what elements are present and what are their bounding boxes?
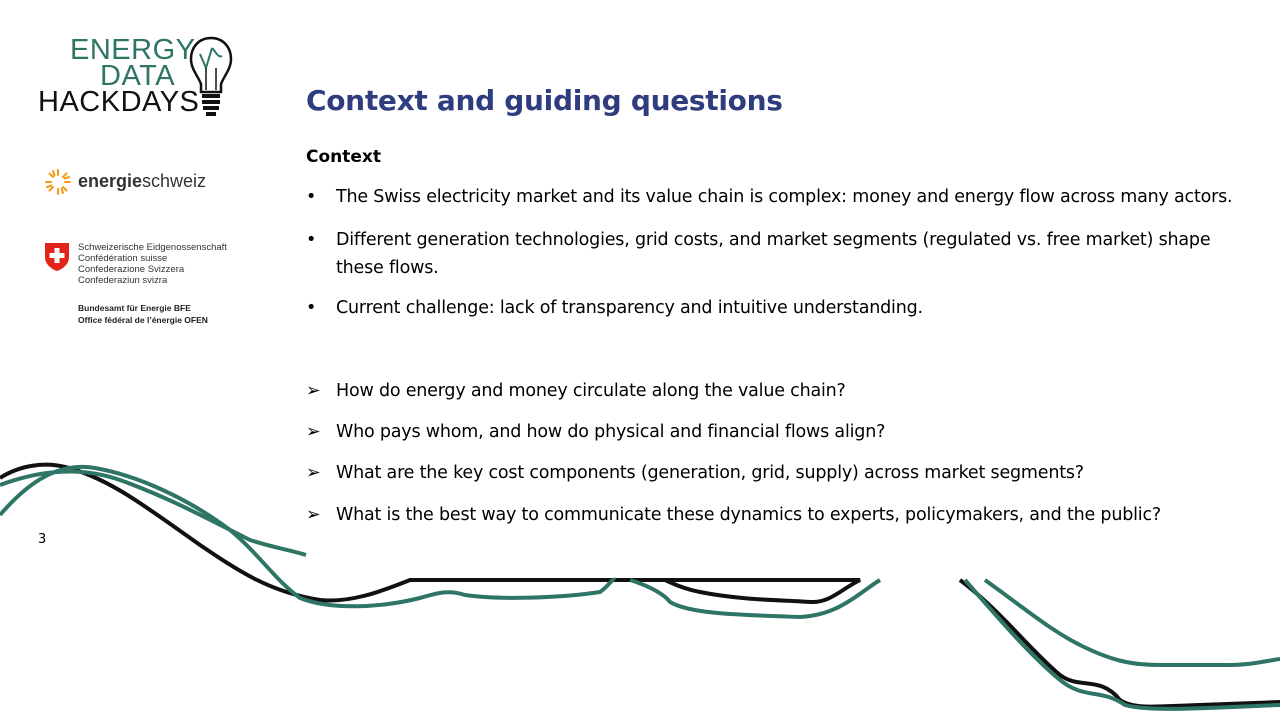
logo-line-data: DATA (100, 60, 176, 92)
bullet-mark: • (306, 298, 317, 318)
swiss-federal-logo: Schweizerische Eidgenossenschaft Confédé… (44, 242, 244, 332)
federal-office-names: Bundesamt für Energie BFE Office fédéral… (78, 302, 208, 326)
energieschweiz-wordmark: energieschweiz (78, 171, 206, 192)
logo-line-energy: ENERGY (70, 34, 196, 66)
wordmark-schweiz: schweiz (142, 171, 207, 191)
context-bullet: • The Swiss electricity market and its v… (306, 183, 1246, 211)
bullet-text: Current challenge: lack of transparency … (336, 298, 923, 318)
question-item: ➢ How do energy and money circulate alon… (306, 377, 1246, 405)
question-text: How do energy and money circulate along … (336, 381, 846, 401)
confederation-fr: Confédération suisse (78, 253, 168, 264)
confederation-rm: Confederaziun svizra (78, 275, 168, 286)
logo-line-hackdays: HACKDAYS (38, 86, 200, 118)
question-text: Who pays whom, and how do physical and f… (336, 422, 886, 442)
question-item: ➢ What is the best way to communicate th… (306, 501, 1246, 529)
bullet-text: Different generation technologies, grid … (336, 230, 1211, 278)
sun-icon (45, 169, 71, 195)
wave-teal-1 (0, 464, 1280, 711)
lightbulb-icon (189, 36, 233, 116)
context-heading: Context (306, 147, 382, 167)
page-number: 3 (38, 532, 47, 547)
wave-teal-3 (983, 578, 1280, 667)
arrow-bullet-icon: ➢ (306, 505, 321, 525)
energy-data-hackdays-logo: ENERGY DATA HACKDAYS (36, 34, 236, 120)
wordmark-energie: energie (78, 171, 143, 191)
arrow-bullet-icon: ➢ (306, 422, 321, 442)
question-item: ➢ What are the key cost components (gene… (306, 459, 1246, 487)
confederation-names: Schweizerische Eidgenossenschaft Confédé… (78, 242, 227, 286)
bullet-text: The Swiss electricity market and its val… (336, 187, 1233, 207)
wave-teal-2 (0, 469, 307, 557)
question-item: ➢ Who pays whom, and how do physical and… (306, 418, 1246, 446)
office-fr: Office fédéral de l’énergie OFEN (78, 315, 208, 325)
confederation-it: Confederazione Svizzera (78, 264, 185, 275)
question-text: What is the best way to communicate thes… (336, 505, 1161, 525)
slide-title: Context and guiding questions (306, 84, 783, 117)
office-de: Bundesamt für Energie BFE (78, 303, 191, 313)
bullet-mark: • (306, 230, 317, 250)
arrow-bullet-icon: ➢ (306, 463, 321, 483)
confederation-de: Schweizerische Eidgenossenschaft (78, 242, 227, 253)
arrow-bullet-icon: ➢ (306, 381, 321, 401)
context-bullet: • Current challenge: lack of transparenc… (306, 294, 1246, 322)
swiss-shield-icon (45, 243, 69, 271)
context-bullet: • Different generation technologies, gri… (306, 226, 1246, 282)
wave-black (0, 462, 1280, 709)
bullet-mark: • (306, 187, 317, 207)
question-text: What are the key cost components (genera… (336, 463, 1084, 483)
energieschweiz-logo: energieschweiz (44, 168, 234, 196)
